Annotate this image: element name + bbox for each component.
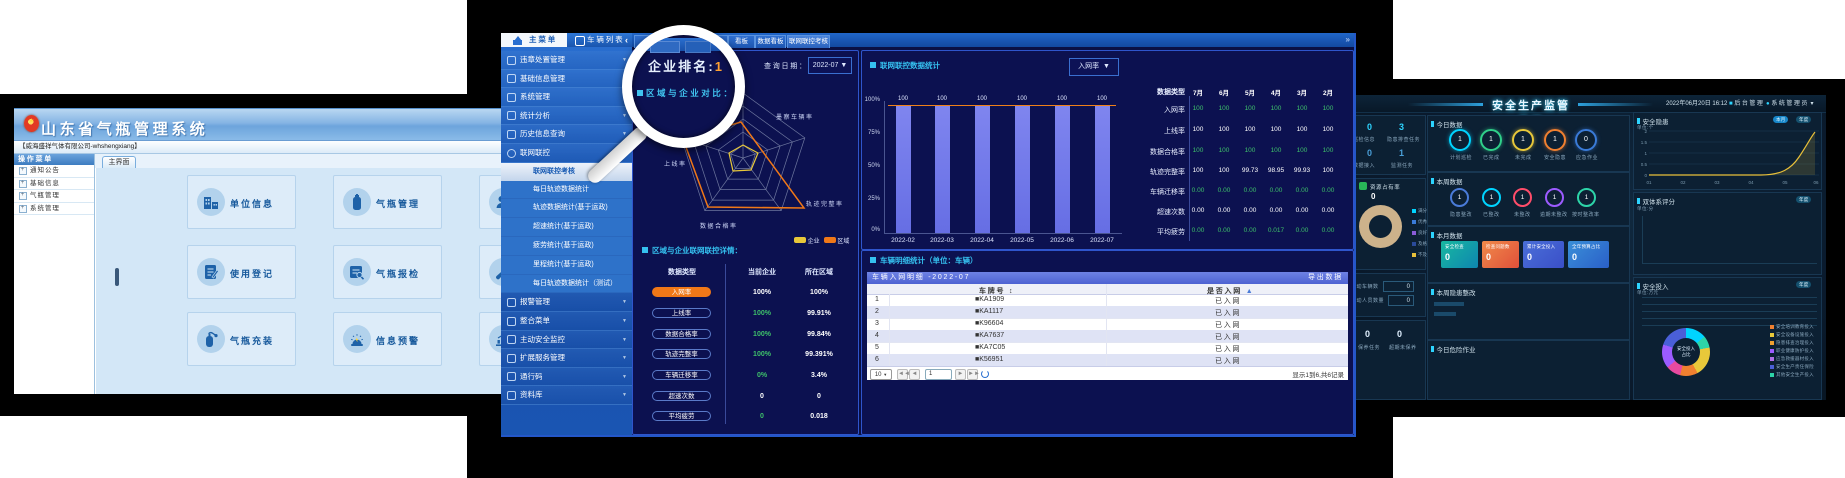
svg-text:03: 03 xyxy=(1714,180,1720,185)
svg-text:05: 05 xyxy=(1782,180,1788,185)
svg-text:02: 02 xyxy=(1680,180,1686,185)
svg-text:2: 2 xyxy=(1644,129,1647,134)
svg-text:1.5: 1.5 xyxy=(1641,140,1647,145)
svg-text:1: 1 xyxy=(1644,151,1647,156)
svg-text:01: 01 xyxy=(1646,180,1652,185)
svg-text:04: 04 xyxy=(1748,180,1754,185)
svg-text:0.5: 0.5 xyxy=(1641,162,1647,167)
svg-text:0: 0 xyxy=(1644,173,1647,178)
svg-text:06: 06 xyxy=(1813,180,1819,185)
